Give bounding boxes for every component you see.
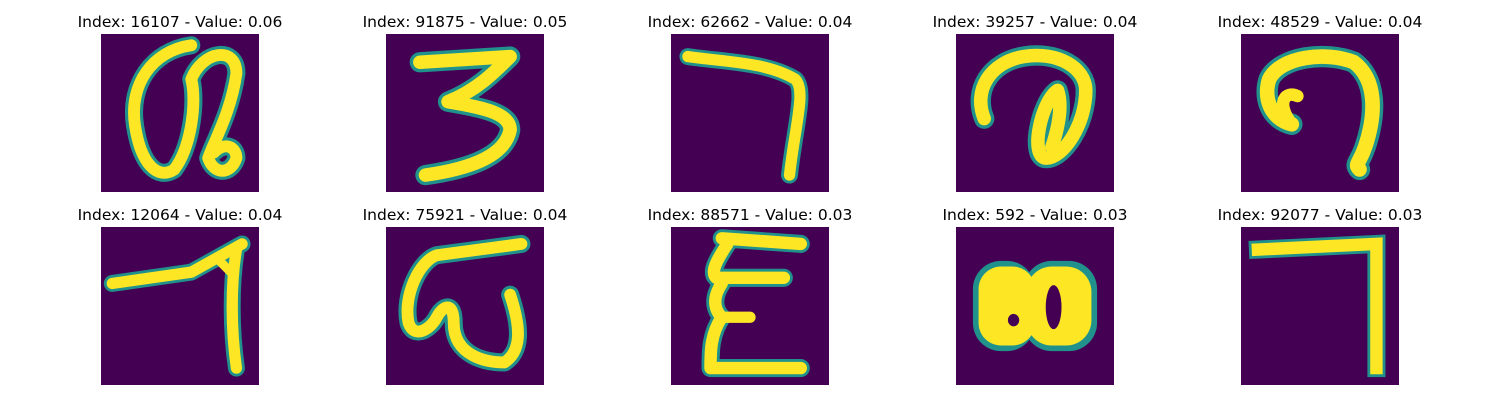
digit-image [671,227,829,385]
panel-title: Index: 88571 - Value: 0.03 [647,206,853,224]
panel-title: Index: 91875 - Value: 0.05 [362,13,568,31]
digit-image [101,34,259,192]
panel-title: Index: 92077 - Value: 0.03 [1217,206,1423,224]
digit-image [386,227,544,385]
panel-title: Index: 12064 - Value: 0.04 [77,206,283,224]
digit-image [101,227,259,385]
panel-title: Index: 62662 - Value: 0.04 [647,13,853,31]
digit-image [1241,34,1399,192]
panel-title: Index: 75921 - Value: 0.04 [362,206,568,224]
digit-image [956,227,1114,385]
digit-image [386,34,544,192]
digit-image [671,34,829,192]
panel-title: Index: 39257 - Value: 0.04 [932,13,1138,31]
panel-title: Index: 48529 - Value: 0.04 [1217,13,1423,31]
digit-image [1241,227,1399,385]
panel-title: Index: 592 - Value: 0.03 [942,206,1128,224]
panel-title: Index: 16107 - Value: 0.06 [77,13,283,31]
digit-image [956,34,1114,192]
